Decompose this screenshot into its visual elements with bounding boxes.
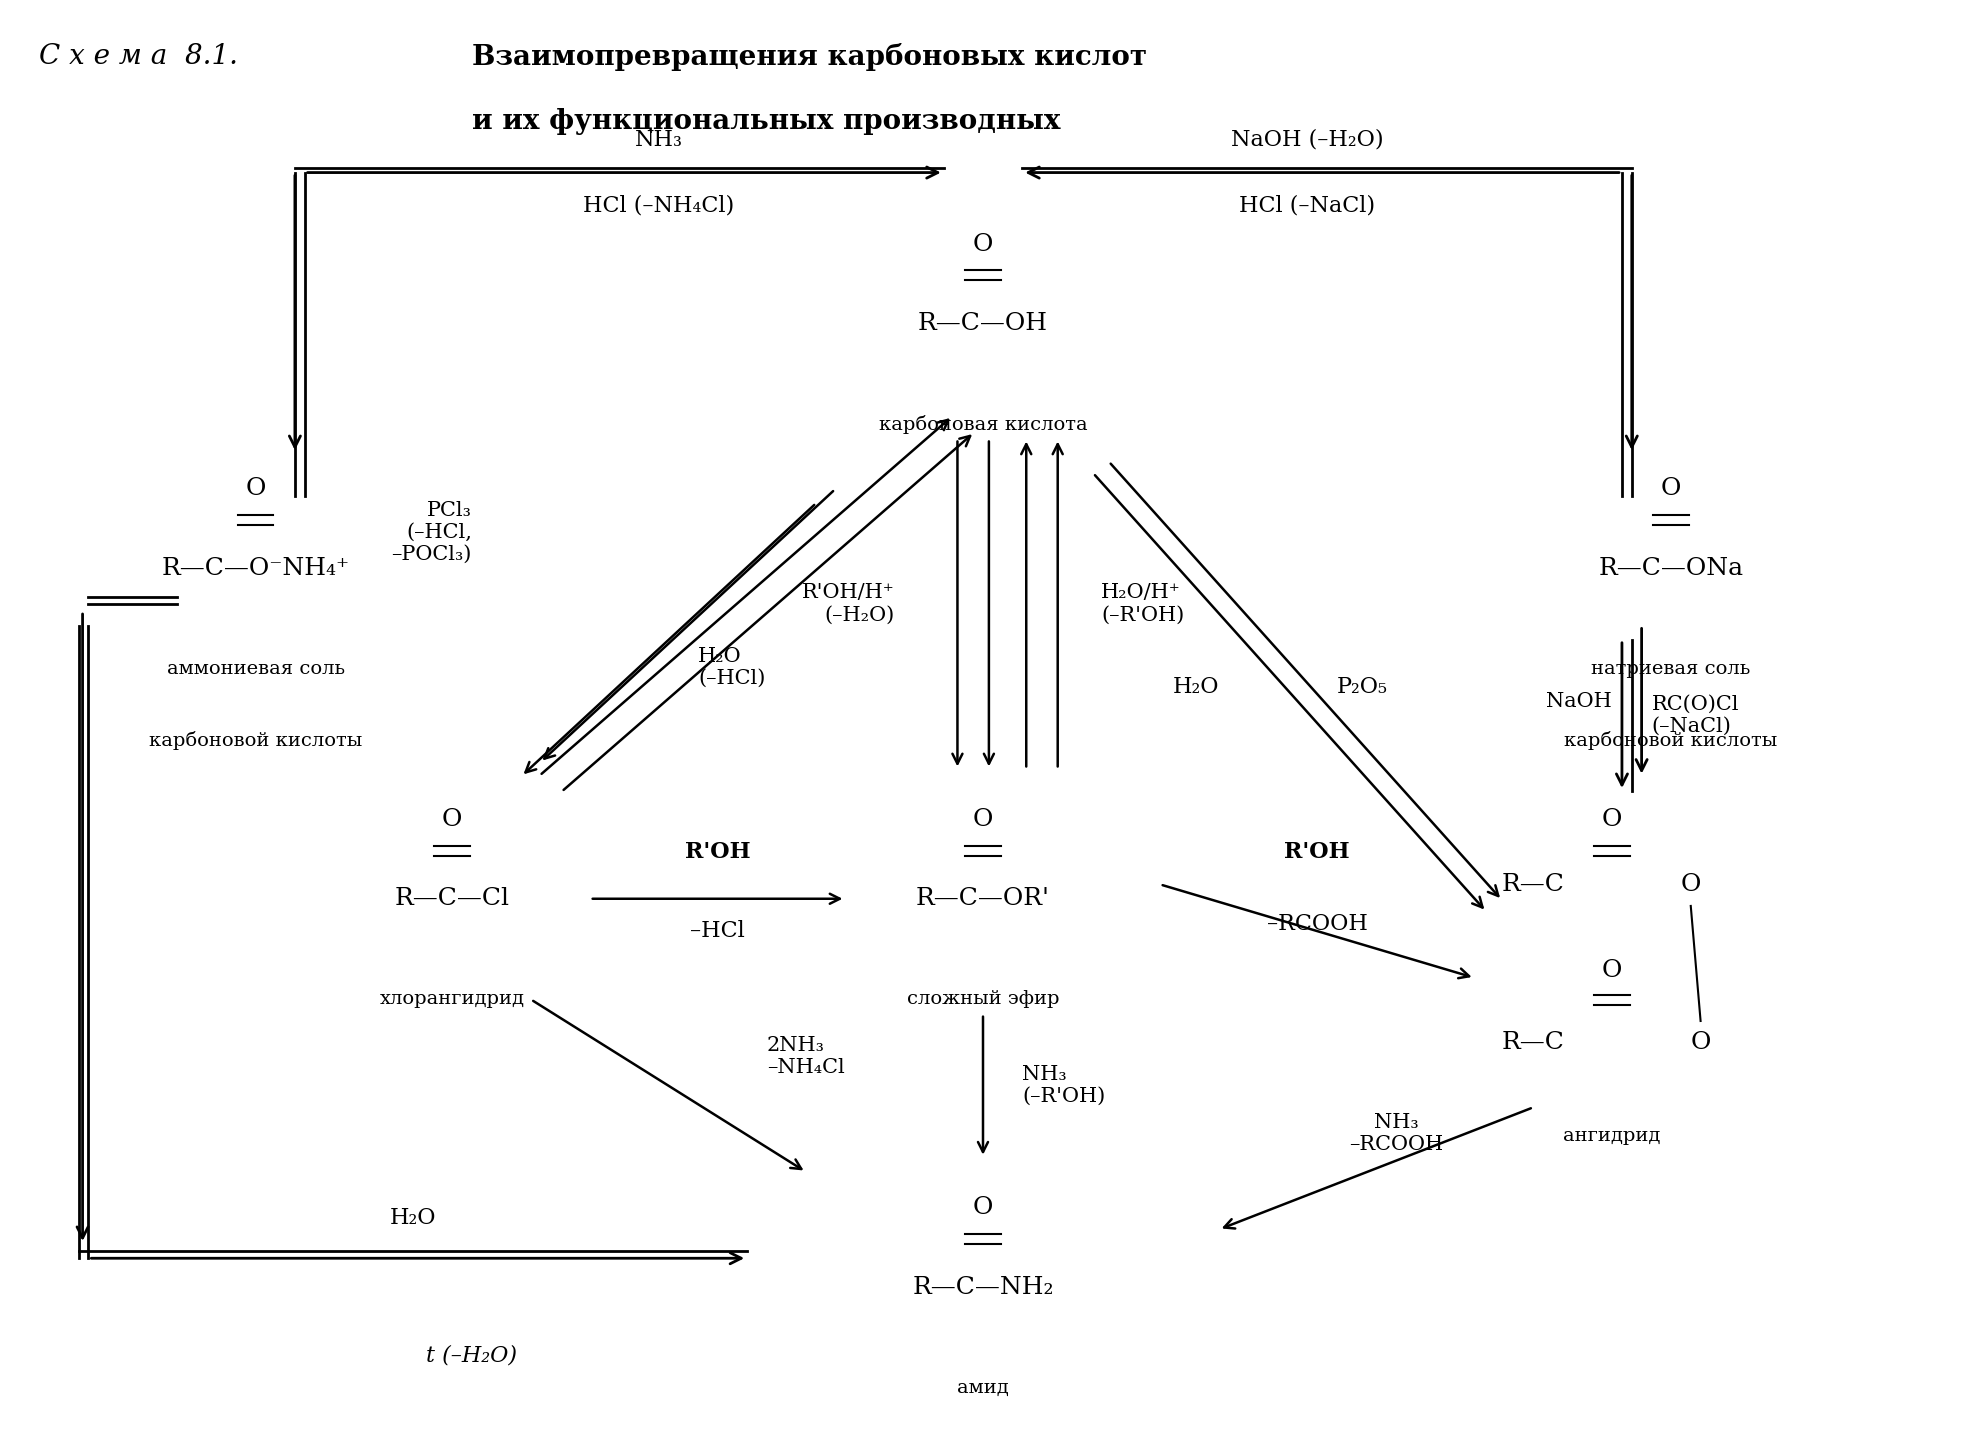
Text: P₂O₅: P₂O₅ (1337, 676, 1388, 697)
Text: R—C: R—C (1502, 1031, 1565, 1054)
Text: HCl (–NaCl): HCl (–NaCl) (1239, 194, 1376, 216)
Text: O: O (973, 1196, 993, 1219)
Text: С х е м а  8.1.: С х е м а 8.1. (39, 43, 238, 70)
Text: HCl (–NH₄Cl): HCl (–NH₄Cl) (584, 194, 733, 216)
Text: –HCl: –HCl (690, 920, 745, 942)
Text: O: O (1602, 808, 1622, 831)
Text: O: O (973, 808, 993, 831)
Text: H₂O
(–HCl): H₂O (–HCl) (698, 647, 765, 689)
Text: O: O (1661, 477, 1681, 500)
Text: R—C—Cl: R—C—Cl (395, 887, 509, 910)
Text: Взаимопревращения карбоновых кислот: Взаимопревращения карбоновых кислот (472, 43, 1146, 70)
Text: R—C—ONa: R—C—ONa (1598, 557, 1744, 580)
Text: O: O (1602, 959, 1622, 982)
Text: R'OH/H⁺
(–H₂O): R'OH/H⁺ (–H₂O) (802, 584, 895, 624)
Text: карбоновая кислота: карбоновая кислота (879, 414, 1087, 434)
Text: R—C: R—C (1502, 873, 1565, 896)
Text: хлорангидрид: хлорангидрид (379, 991, 525, 1008)
Text: R—C—OR': R—C—OR' (916, 887, 1050, 910)
Text: O: O (1681, 873, 1701, 896)
Text: карбоновой кислоты: карбоновой кислоты (149, 731, 362, 751)
Text: H₂O: H₂O (389, 1208, 436, 1229)
Text: –RCOOH: –RCOOH (1266, 913, 1368, 935)
Text: амид: амид (957, 1379, 1009, 1396)
Text: t (–H₂O): t (–H₂O) (427, 1345, 517, 1366)
Text: аммониевая соль: аммониевая соль (167, 660, 344, 677)
Text: O: O (442, 808, 462, 831)
Text: R—C—OH: R—C—OH (918, 312, 1048, 335)
Text: H₂O: H₂O (1172, 676, 1219, 697)
Text: сложный эфир: сложный эфир (906, 991, 1060, 1008)
Text: NH₃
–RCOOH: NH₃ –RCOOH (1349, 1113, 1443, 1153)
Text: NaOH: NaOH (1547, 692, 1612, 710)
Text: NH₃: NH₃ (635, 129, 682, 151)
Text: O: O (973, 233, 993, 256)
Text: ангидрид: ангидрид (1563, 1127, 1661, 1145)
Text: R—C—O⁻NH₄⁺: R—C—O⁻NH₄⁺ (161, 557, 350, 580)
Text: R'OH: R'OH (684, 841, 751, 863)
Text: O: O (1691, 1031, 1710, 1054)
Text: H₂O/H⁺
(–R'OH): H₂O/H⁺ (–R'OH) (1101, 584, 1184, 624)
Text: RC(O)Cl
(–NaCl): RC(O)Cl (–NaCl) (1651, 695, 1740, 736)
Text: натриевая соль: натриевая соль (1590, 660, 1752, 677)
Text: R'OH: R'OH (1284, 841, 1351, 863)
Text: NaOH (–H₂O): NaOH (–H₂O) (1231, 129, 1384, 151)
Text: и их функциональных производных: и их функциональных производных (472, 108, 1060, 135)
Text: 2NH₃
–NH₄Cl: 2NH₃ –NH₄Cl (767, 1037, 845, 1077)
Text: PCl₃
(–HCl,
–POCl₃): PCl₃ (–HCl, –POCl₃) (391, 500, 472, 564)
Text: R—C—NH₂: R—C—NH₂ (912, 1276, 1054, 1299)
Text: NH₃
(–R'OH): NH₃ (–R'OH) (1022, 1066, 1105, 1106)
Text: карбоновой кислоты: карбоновой кислоты (1565, 731, 1777, 751)
Text: O: O (246, 477, 265, 500)
